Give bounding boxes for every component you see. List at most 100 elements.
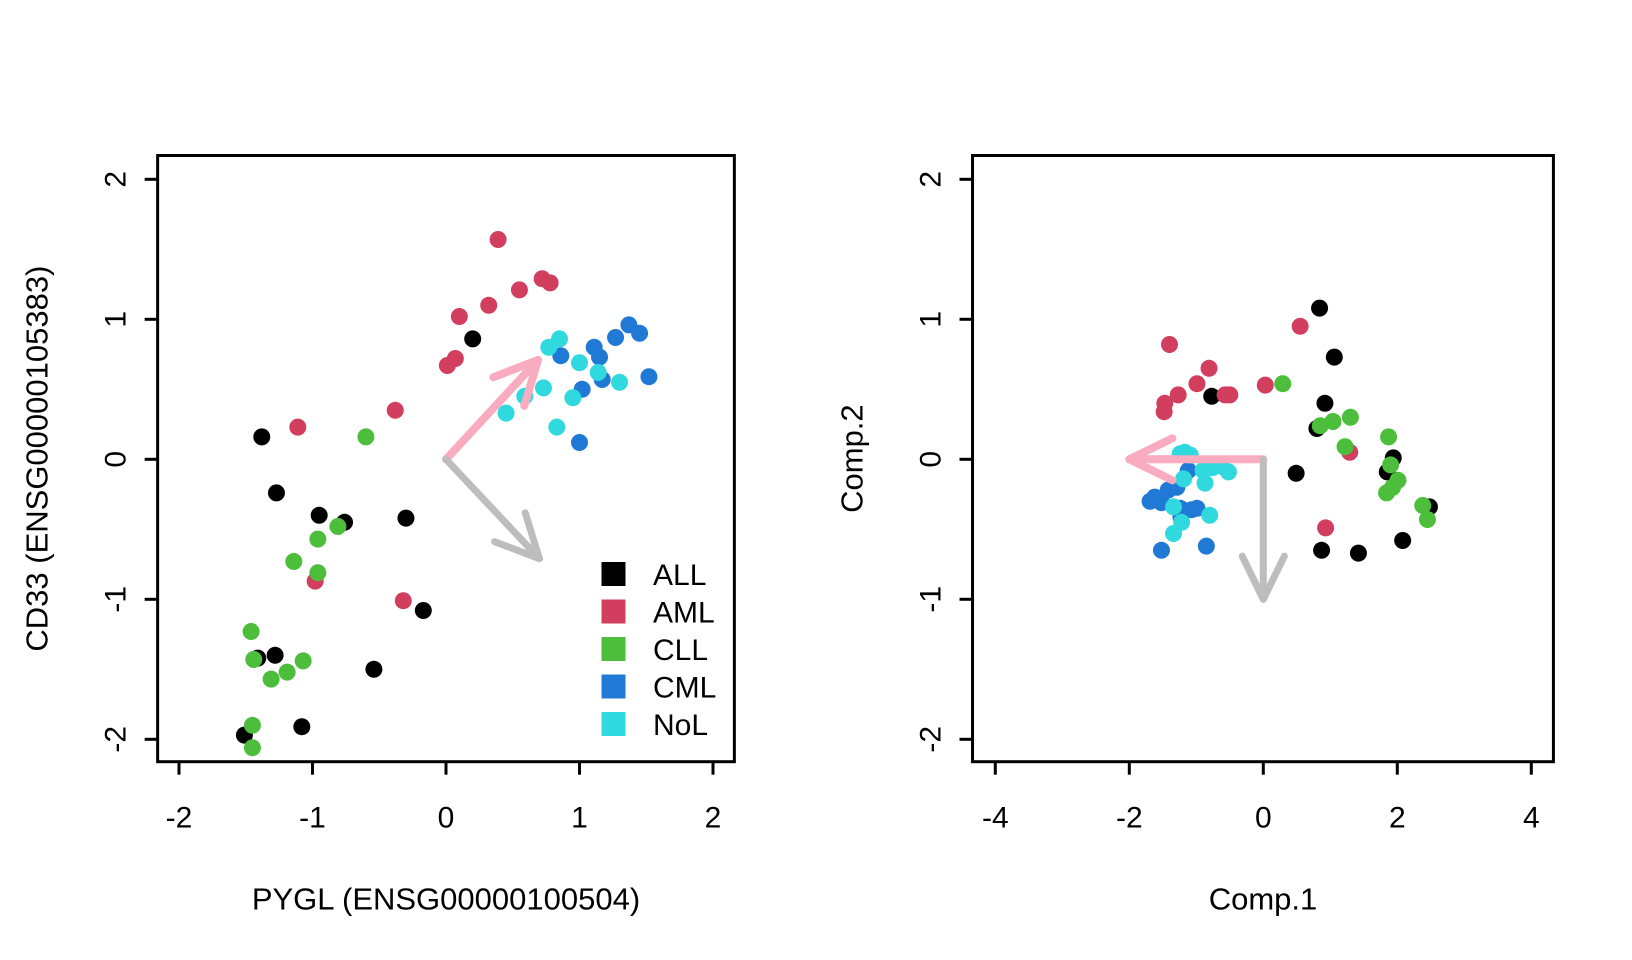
data-point-CLL <box>329 518 347 535</box>
data-point-CLL <box>262 670 280 688</box>
loading-arrow-pink-head <box>489 355 543 410</box>
legend-label-CML: CML <box>653 671 716 704</box>
x-tick-label: 0 <box>1255 802 1272 835</box>
data-point-CLL <box>309 530 327 548</box>
data-point-CLL <box>285 553 303 570</box>
x-tick-label: -2 <box>166 802 193 835</box>
data-point-AML <box>386 401 404 419</box>
y-tick-label: -1 <box>100 586 133 613</box>
data-point-AML <box>1291 317 1309 335</box>
x-tick-label: -1 <box>299 802 326 835</box>
data-point-AML <box>1161 336 1178 353</box>
data-point-NoL <box>589 364 607 381</box>
y-tick-label: -2 <box>100 726 133 753</box>
legend-swatch-AML <box>601 599 626 624</box>
y-tick-label: -1 <box>915 586 948 613</box>
data-point-CLL <box>243 739 261 757</box>
data-point-CLL <box>1311 417 1329 435</box>
data-point-ALL <box>365 660 383 678</box>
data-point-CLL <box>1382 456 1400 474</box>
x-tick-label: 2 <box>1389 802 1406 835</box>
data-point-CLL <box>1341 408 1359 426</box>
series-NoL <box>1165 443 1237 542</box>
data-point-NoL <box>1165 498 1183 516</box>
data-point-ALL <box>464 330 482 348</box>
data-point-ALL <box>414 602 432 619</box>
y-tick-label: 2 <box>100 171 133 188</box>
data-point-CLL <box>242 623 260 640</box>
x-axis-title: Comp.1 <box>1209 882 1318 917</box>
data-point-ALL <box>1287 464 1305 482</box>
legend-swatch-NoL <box>601 712 626 736</box>
data-point-CLL <box>1378 484 1396 502</box>
data-point-NoL <box>1219 463 1237 481</box>
data-point-ALL <box>1394 532 1412 549</box>
series-AML <box>289 231 559 610</box>
x-tick-label: -4 <box>982 802 1009 835</box>
series-CLL <box>242 428 375 757</box>
data-point-CLL <box>1414 497 1432 514</box>
legend-label-NoL: NoL <box>653 709 708 742</box>
loading-arrow-pink <box>442 355 543 464</box>
data-point-AML <box>1221 386 1239 404</box>
data-point-NoL <box>611 373 629 391</box>
data-point-ALL <box>267 484 285 502</box>
y-axis-title: Comp.2 <box>835 404 870 513</box>
right-plot: -4 -2 0 2 4 -2 -1 0 1 2 Comp.1 Comp.2 <box>835 154 1555 917</box>
legend-swatch-CML <box>601 674 626 699</box>
loading-arrow-gray-head <box>1238 552 1288 603</box>
data-point-ALL <box>310 506 328 524</box>
loading-arrow-gray <box>442 455 543 563</box>
data-point-AML <box>450 308 468 325</box>
data-point-NoL <box>571 354 588 372</box>
data-point-NoL <box>548 418 566 436</box>
data-point-NoL <box>1196 474 1214 492</box>
data-point-CLL <box>294 652 312 670</box>
data-point-AML <box>1317 519 1335 537</box>
data-point-ALL <box>397 509 415 527</box>
legend-swatch-CLL <box>601 637 626 661</box>
data-point-AML <box>541 274 559 292</box>
loading-arrow-gray-head <box>491 509 543 563</box>
data-point-AML <box>1200 359 1218 377</box>
data-point-ALL <box>1316 394 1334 412</box>
data-point-CLL <box>309 564 327 582</box>
data-point-ALL <box>1349 544 1367 562</box>
data-point-CML <box>640 368 658 386</box>
data-point-CLL <box>1274 375 1292 393</box>
data-point-ALL <box>293 718 311 736</box>
data-point-CLL <box>278 663 296 681</box>
data-point-AML <box>1188 375 1206 393</box>
data-point-CML <box>552 347 570 365</box>
data-point-CLL <box>357 428 375 446</box>
x-tick-label: -2 <box>1116 802 1143 835</box>
data-point-AML <box>289 418 307 436</box>
series-AML <box>1155 317 1359 537</box>
y-tick-label: 0 <box>915 451 948 468</box>
y-tick-label: -2 <box>915 726 948 753</box>
legend: ALL AML CLL CML NoL <box>601 559 716 742</box>
data-point-NoL <box>564 389 582 407</box>
x-axis-title: PYGL (ENSG00000100504) <box>252 882 640 917</box>
y-tick-label: 2 <box>915 171 948 188</box>
data-point-NoL <box>497 404 515 422</box>
data-point-AML <box>1155 403 1173 421</box>
y-tick-label: 1 <box>915 311 948 328</box>
x-tick-label: 2 <box>705 802 722 835</box>
data-point-ALL <box>266 646 284 664</box>
data-point-CLL <box>1380 428 1398 446</box>
data-point-ALL <box>253 428 271 446</box>
data-point-CML <box>571 434 588 451</box>
legend-label-CLL: CLL <box>653 634 708 667</box>
data-point-ALL <box>1311 299 1329 317</box>
data-point-CML <box>607 329 625 346</box>
data-point-ALL <box>1325 348 1343 366</box>
legend-label-ALL: ALL <box>653 559 706 592</box>
data-point-CML <box>1197 537 1215 555</box>
y-tick-label: 0 <box>100 451 133 468</box>
legend-swatch-ALL <box>601 562 626 586</box>
data-point-AML <box>510 281 528 299</box>
legend-label-AML: AML <box>653 596 715 629</box>
